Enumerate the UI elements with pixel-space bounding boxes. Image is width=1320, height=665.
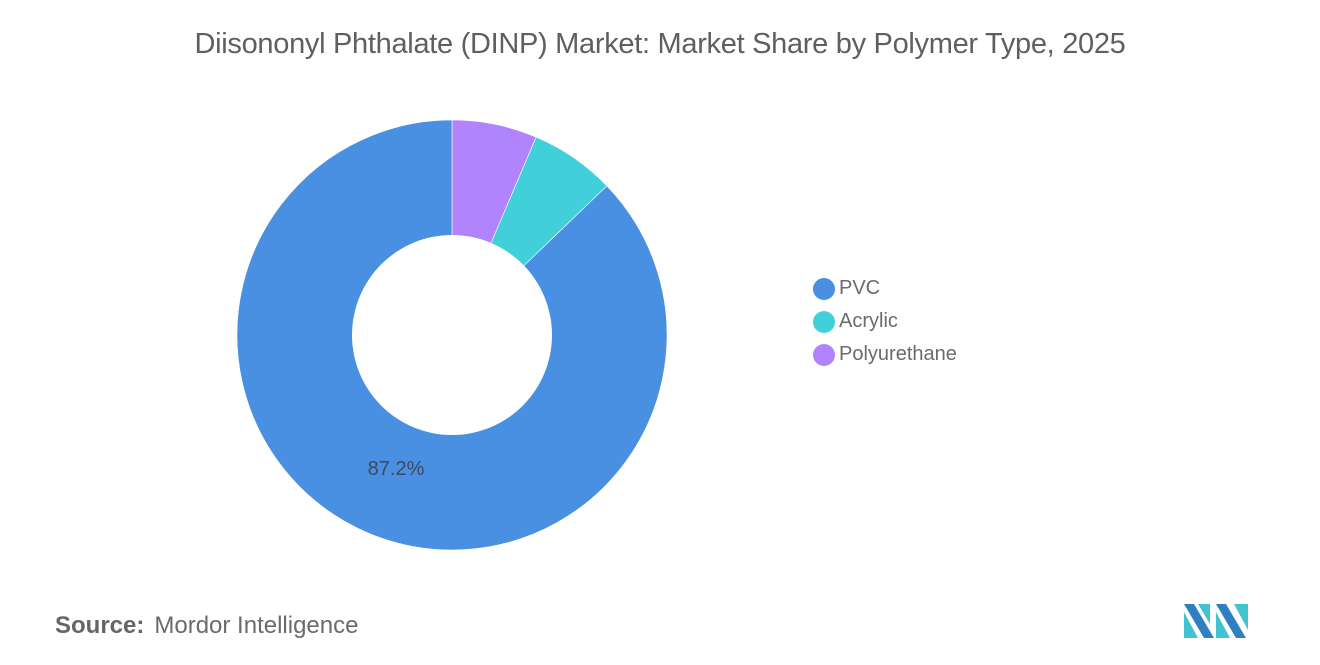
legend-item-acrylic: Acrylic xyxy=(813,305,957,338)
source-value: Mordor Intelligence xyxy=(154,612,359,639)
legend-item-pvc: PVC xyxy=(813,272,957,305)
mordor-intelligence-logo-icon xyxy=(1184,604,1248,638)
source-label: Source: xyxy=(55,612,145,639)
legend-swatch-polyurethane xyxy=(813,343,835,366)
legend-label-acrylic: Acrylic xyxy=(839,310,898,332)
legend-item-polyurethane: Polyurethane xyxy=(813,338,957,371)
donut-hole xyxy=(352,235,552,435)
legend-swatch-pvc xyxy=(813,277,835,300)
legend-swatch-acrylic xyxy=(813,310,835,333)
legend-label-pvc: PVC xyxy=(839,277,881,299)
source-note: Source: Mordor Intelligence xyxy=(55,612,358,640)
legend-label-polyurethane: Polyurethane xyxy=(839,343,957,365)
legend: PVC Acrylic Polyurethane xyxy=(813,272,957,371)
pvc-share-label: 87.2% xyxy=(368,458,425,480)
chart-title: Diisononyl Phthalate (DINP) Market: Mark… xyxy=(194,28,1126,60)
